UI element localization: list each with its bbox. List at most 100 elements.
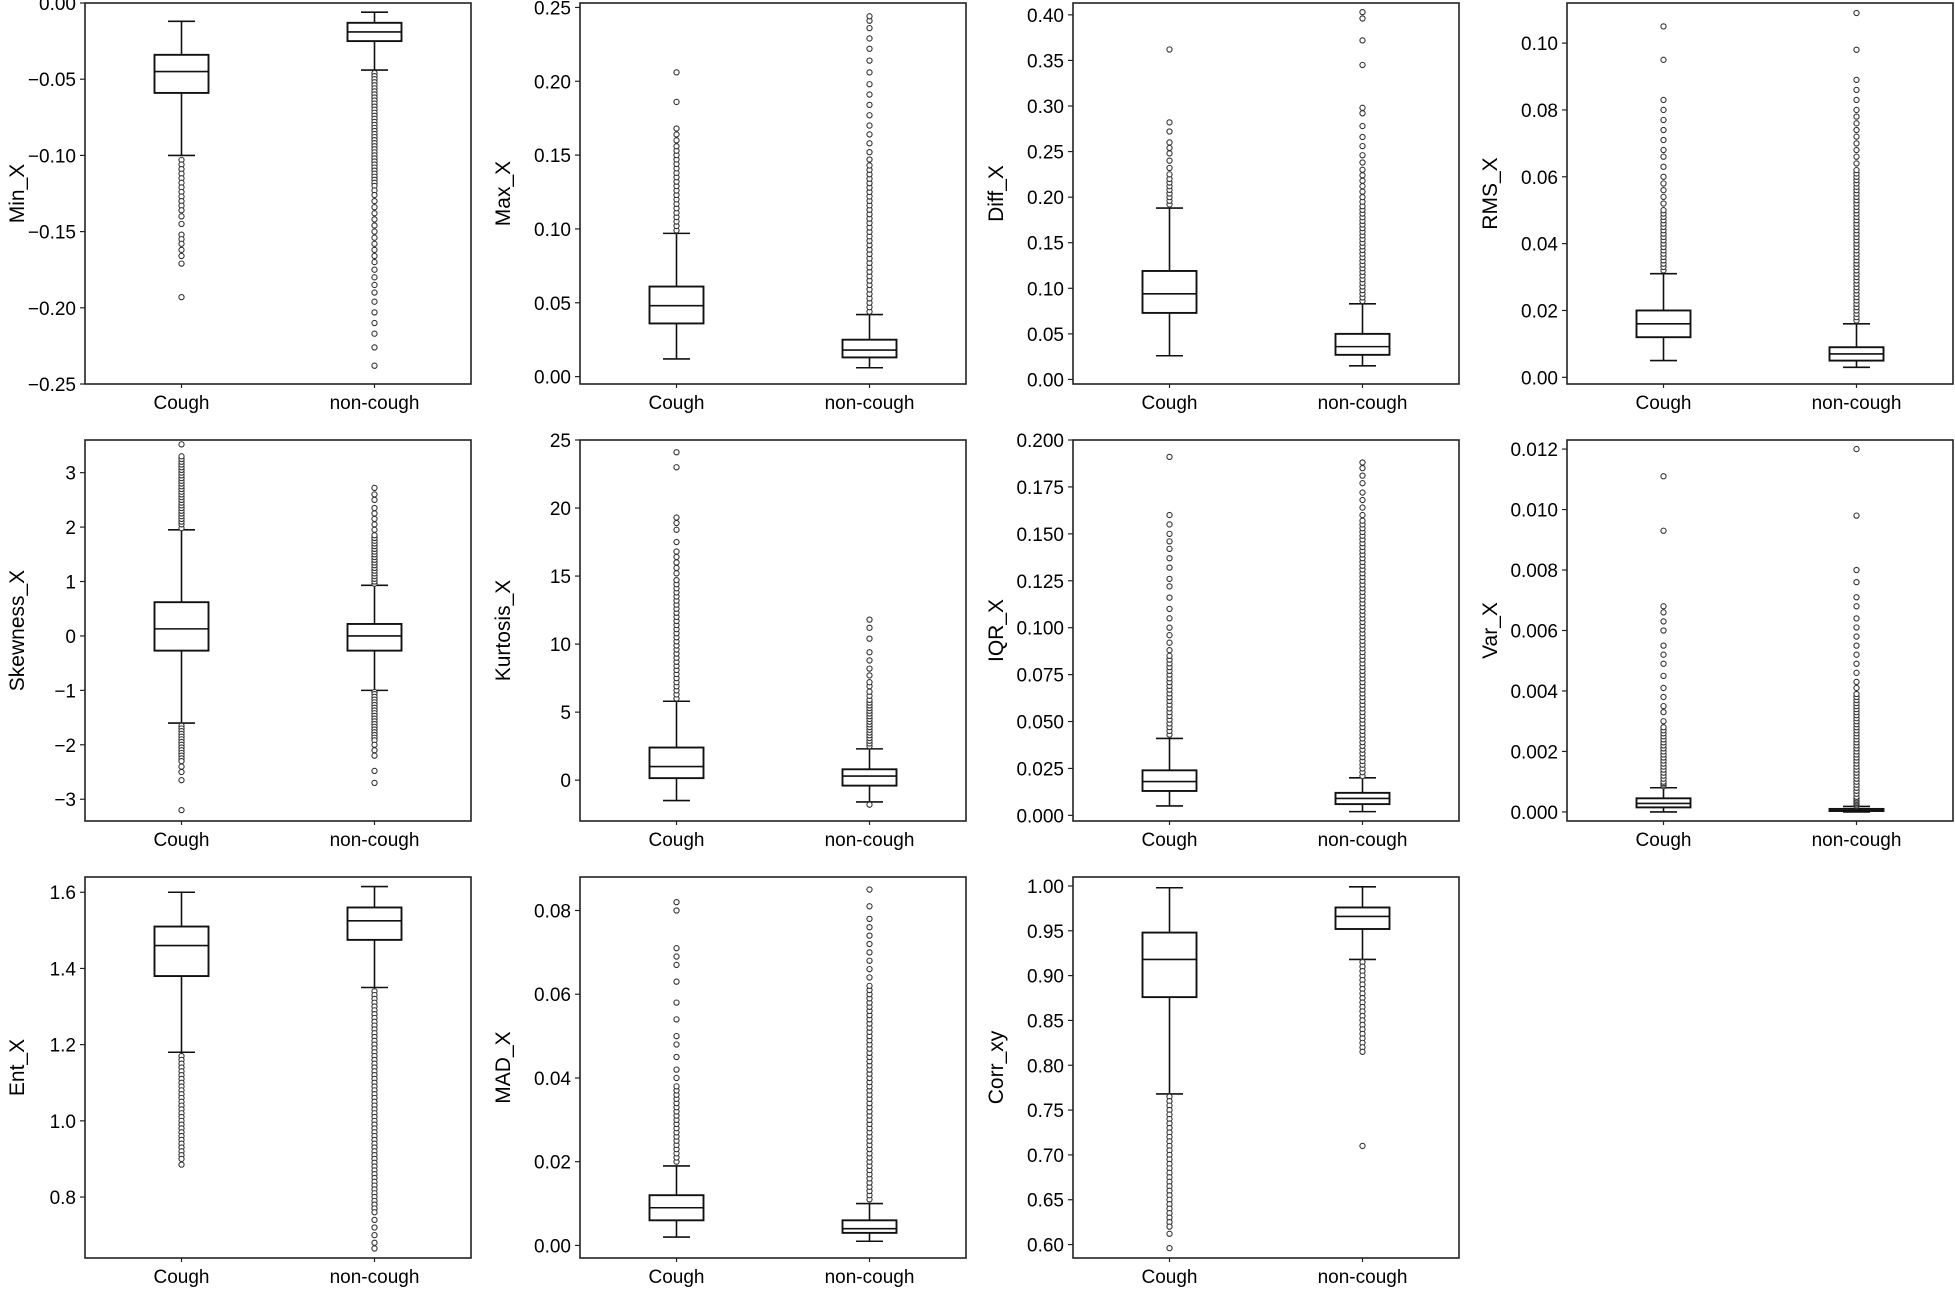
- outlier-point: [1359, 61, 1366, 69]
- outlier-point: [866, 915, 873, 923]
- outlier-point: [673, 907, 680, 914]
- y-axis-label: MAD_X: [492, 1031, 515, 1103]
- outlier-point: [673, 1066, 680, 1073]
- outlier-point: [673, 999, 680, 1006]
- outlier-point: [1359, 152, 1366, 159]
- outlier-point: [673, 945, 680, 952]
- y-tick-label: 1.00: [1027, 877, 1064, 898]
- y-tick-label: −0.10: [28, 146, 76, 167]
- outlier-point: [1359, 504, 1366, 511]
- outlier-point: [1166, 605, 1173, 613]
- iqr-box: [346, 623, 403, 652]
- box-cough: [1141, 453, 1198, 807]
- outlier-point: [1853, 678, 1860, 686]
- outlier-point: [1166, 164, 1173, 172]
- outlier-point: [673, 564, 680, 572]
- x-tick-label: non-cough: [1812, 830, 1902, 851]
- outlier-point: [673, 978, 680, 985]
- y-tick-label: 0.30: [1027, 97, 1064, 118]
- iqr-box: [841, 1219, 898, 1234]
- outlier-point: [866, 688, 873, 695]
- outlier-point: [1660, 146, 1667, 154]
- y-tick-label: 0.06: [534, 985, 571, 1006]
- outlier-point: [1660, 126, 1667, 134]
- y-axis-label: Min_X: [6, 164, 29, 224]
- outlier-point: [673, 1041, 680, 1048]
- outlier-point: [673, 961, 680, 969]
- outlier-point: [1853, 603, 1860, 610]
- outlier-point: [1660, 193, 1667, 200]
- outlier-point: [1660, 23, 1667, 30]
- y-tick-label: −2: [54, 736, 76, 757]
- outlier-point: [178, 207, 185, 214]
- outlier-point: [178, 763, 185, 770]
- outlier-point: [1166, 632, 1173, 639]
- outlier-point: [673, 577, 680, 584]
- y-tick-label: 0.05: [534, 294, 571, 315]
- outlier-point: [1853, 651, 1860, 658]
- iqr-box: [1141, 270, 1198, 314]
- outlier-point: [1166, 624, 1173, 631]
- outlier-point: [371, 204, 378, 211]
- y-tick-label: 0.80: [1027, 1056, 1064, 1077]
- y-tick-label: 0.04: [534, 1069, 571, 1090]
- y-tick-label: 0.002: [1510, 742, 1558, 763]
- y-axis-label: Ent_X: [6, 1039, 29, 1096]
- outlier-point: [673, 449, 680, 456]
- outlier-point: [673, 553, 680, 561]
- outlier-point: [866, 13, 873, 20]
- outlier-point: [1359, 183, 1366, 190]
- outlier-point: [1660, 724, 1667, 731]
- subplot-kurtosis-x: 0 5 10 15 20 25 Kurtosis_X Cough non-cough: [492, 431, 967, 851]
- outlier-point: [1166, 594, 1173, 601]
- outlier-point: [866, 665, 873, 672]
- box-cough: [1635, 473, 1692, 813]
- iqr-box: [346, 906, 403, 941]
- outlier-point: [866, 940, 873, 948]
- x-tick-label: non-cough: [330, 1267, 420, 1288]
- outlier-point: [371, 1239, 378, 1246]
- outlier-point: [673, 131, 680, 138]
- outlier-point: [1359, 177, 1366, 184]
- x-tick-label: Cough: [1142, 1267, 1198, 1288]
- subplot-min-x: −0.25 −0.20 −0.15 −0.10 −0.05 0.00 Min_X Cough n…: [6, 0, 472, 414]
- y-tick-label: −0.15: [28, 223, 76, 244]
- y-tick-label: 0.95: [1027, 922, 1064, 943]
- y-tick-label: 0: [65, 627, 76, 648]
- x-tick-label: Cough: [649, 393, 705, 414]
- outlier-point: [1853, 160, 1860, 167]
- outlier-point: [1359, 459, 1366, 466]
- y-tick-label: 0.85: [1027, 1011, 1064, 1032]
- outlier-point: [1359, 37, 1366, 44]
- outlier-point: [1660, 180, 1667, 187]
- outlier-point: [1166, 453, 1173, 461]
- iqr-box: [153, 925, 210, 978]
- outlier-point: [673, 570, 680, 577]
- outlier-point: [1660, 718, 1667, 725]
- outlier-point: [866, 140, 873, 147]
- y-tick-label: 1.0: [50, 1112, 76, 1133]
- y-tick-label: 15: [550, 567, 571, 588]
- outlier-point: [371, 521, 378, 528]
- outlier-point: [1166, 575, 1173, 583]
- y-tick-label: 1.4: [50, 959, 77, 980]
- outlier-point: [1660, 116, 1667, 124]
- outlier-point: [371, 362, 378, 369]
- box-non-cough: [1334, 886, 1391, 1150]
- outlier-point: [1166, 511, 1173, 519]
- outlier-point: [1853, 146, 1860, 154]
- outlier-point: [371, 344, 378, 351]
- y-tick-label: 0.008: [1510, 561, 1558, 582]
- outlier-point: [371, 532, 378, 539]
- outlier-point: [1660, 473, 1667, 480]
- y-tick-label: 0.70: [1027, 1146, 1064, 1167]
- outlier-point: [178, 777, 185, 784]
- outlier-point: [1166, 157, 1173, 164]
- outlier-point: [371, 252, 378, 260]
- y-axis-label: Corr_xy: [985, 1030, 1008, 1104]
- outlier-point: [866, 45, 873, 52]
- outlier-point: [866, 131, 873, 138]
- outlier-point: [371, 289, 378, 296]
- y-tick-label: −0.25: [28, 375, 76, 396]
- outlier-point: [866, 69, 873, 76]
